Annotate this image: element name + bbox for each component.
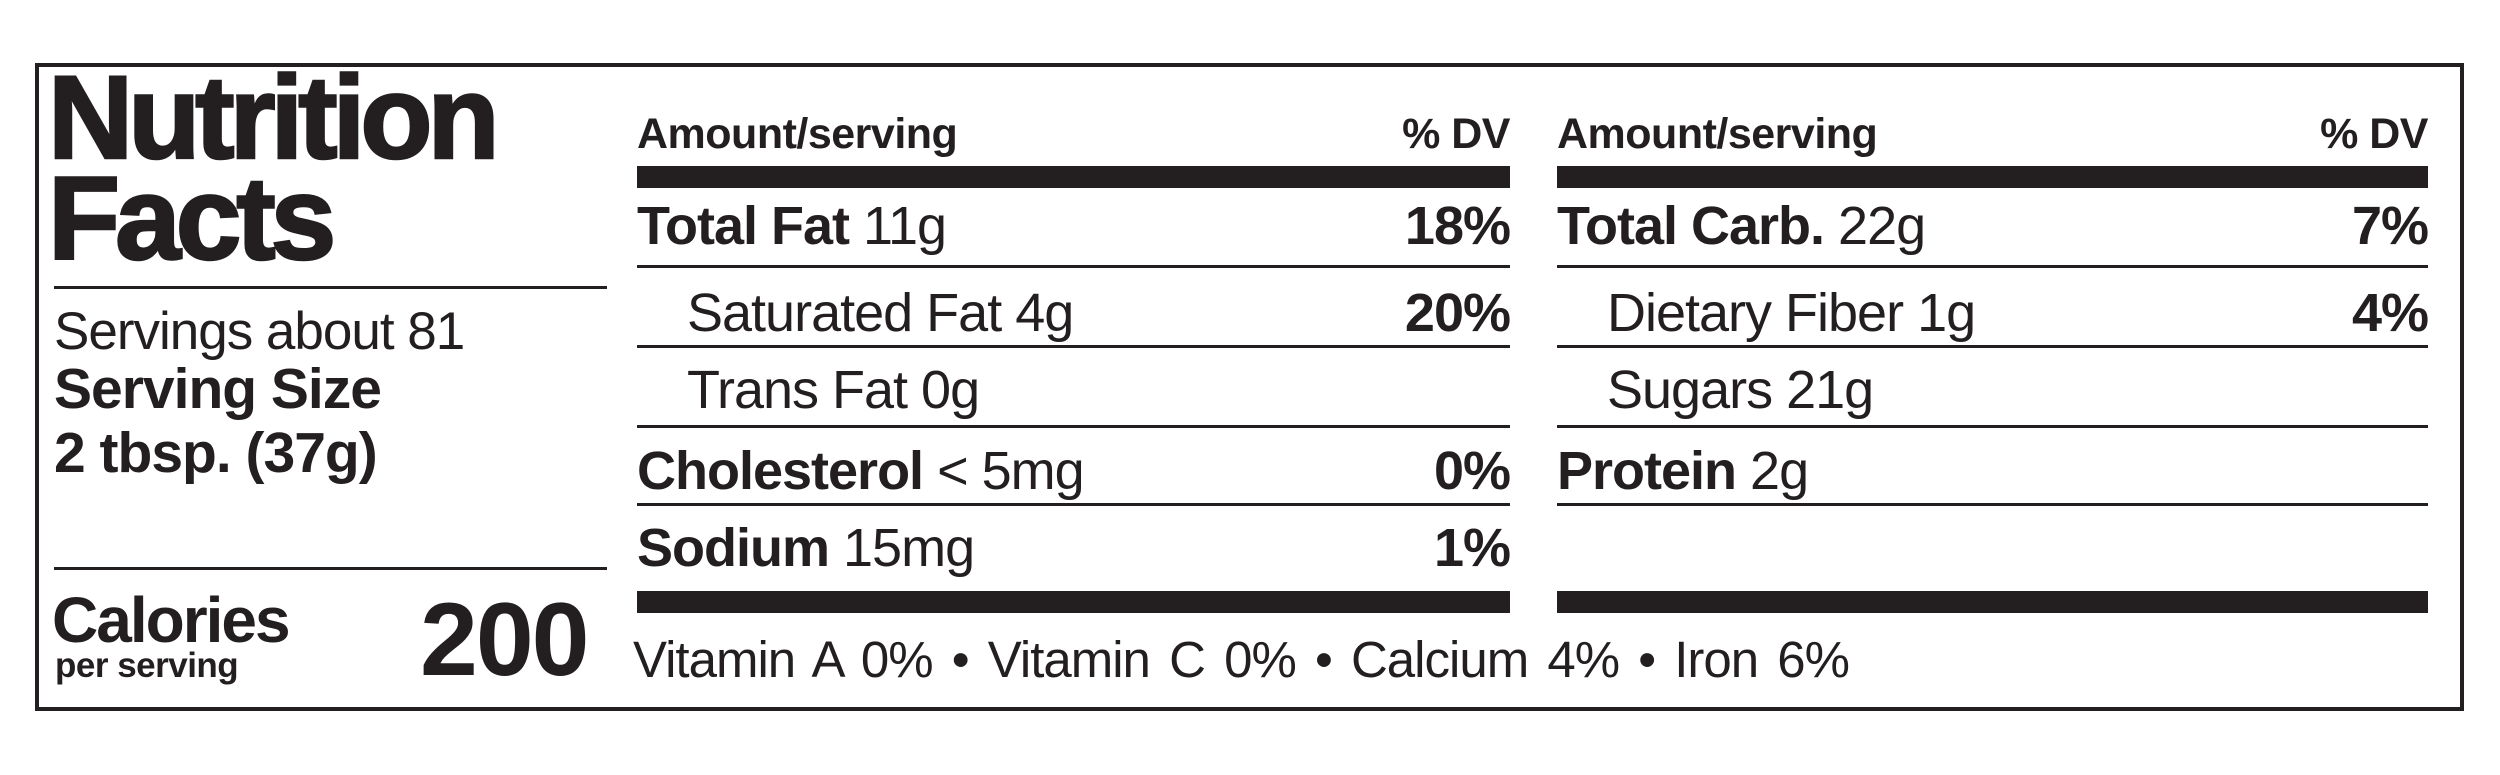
nutrient-amount: Trans Fat 0g (687, 360, 980, 420)
row-divider (637, 503, 1510, 506)
nutrient-name: Total Fat (637, 196, 850, 256)
nutrient-name: Total Carb. (1557, 196, 1825, 256)
nutrient-column-right: Amount/serving % DV Total Carb. 22g 7% D… (1557, 0, 2429, 775)
serving-size-label: Serving Size (54, 357, 382, 421)
row-dietary-fiber: Dietary Fiber 1g 4% (1557, 283, 2429, 343)
row-sugars: Sugars 21g (1557, 360, 2428, 420)
nutrient-amount: 2g (1750, 441, 1809, 501)
row-divider (1557, 425, 2428, 428)
row-divider (1557, 345, 2428, 348)
column-header: Amount/serving % DV (1557, 110, 2428, 159)
row-trans-fat: Trans Fat 0g (637, 360, 1510, 420)
nutrient-text: Saturated Fat 4g (687, 283, 1074, 343)
calories-sublabel: per serving (55, 646, 239, 685)
calories-value: 200 (420, 582, 590, 698)
nutrient-text: Protein 2g (1557, 441, 1809, 501)
label-title-line1: Nutrition (47, 52, 501, 184)
nutrient-amount: Dietary Fiber 1g (1607, 283, 1976, 343)
serving-size-value: 2 tbsp. (37g) (54, 421, 378, 485)
nutrient-dv: 4% (2351, 283, 2429, 343)
nutrient-dv: 18% (1404, 196, 1511, 256)
row-cholesterol: Cholesterol < 5mg 0% (637, 441, 1511, 501)
nutrient-text: Sodium 15mg (637, 518, 975, 578)
nutrient-column-left: Amount/serving % DV Total Fat 11g 18% Sa… (637, 0, 1511, 775)
label-title-line2: Facts (47, 153, 338, 285)
row-protein: Protein 2g (1557, 441, 2428, 501)
row-sodium: Sodium 15mg 1% (637, 518, 1511, 578)
servings-count: Servings about 81 (54, 302, 465, 361)
label-title: Nutrition Facts (47, 52, 501, 285)
nutrient-amount: < 5mg (937, 441, 1085, 501)
amount-serving-header: Amount/serving (1557, 110, 1878, 158)
column-top-bar (637, 166, 1510, 188)
nutrient-dv: 20% (1404, 283, 1511, 343)
row-total-carb: Total Carb. 22g 7% (1557, 196, 2429, 256)
nutrient-dv: 7% (2351, 196, 2429, 256)
nutrient-amount: 22g (1838, 196, 1926, 256)
column-bottom-bar (637, 591, 1510, 613)
nutrient-name: Cholesterol (637, 441, 924, 501)
nutrient-amount: 11g (863, 196, 947, 256)
nutrient-amount: Saturated Fat 4g (687, 283, 1074, 343)
row-divider (637, 425, 1510, 428)
nutrient-name: Sodium (637, 518, 830, 578)
vitamins-minerals-line: Vitamin A 0% • Vitamin C 0% • Calcium 4%… (633, 631, 1850, 688)
calories-label: Calories (52, 584, 291, 656)
nutrient-dv: 1% (1433, 518, 1511, 578)
row-divider (1557, 503, 2428, 506)
column-top-bar (1557, 166, 2428, 188)
nutrient-text: Sugars 21g (1607, 360, 1874, 420)
row-divider (637, 265, 1510, 268)
nutrient-amount: Sugars 21g (1607, 360, 1874, 420)
nutrient-name: Protein (1557, 441, 1737, 501)
row-divider (1557, 265, 2428, 268)
nutrient-text: Trans Fat 0g (687, 360, 980, 420)
nutrient-amount: 15mg (843, 518, 975, 578)
nutrient-text: Total Carb. 22g (1557, 196, 1926, 256)
calories-divider (54, 567, 607, 570)
percent-dv-header: % DV (2320, 110, 2428, 158)
row-saturated-fat: Saturated Fat 4g 20% (637, 283, 1511, 343)
nutrient-text: Dietary Fiber 1g (1607, 283, 1976, 343)
column-bottom-bar (1557, 591, 2428, 613)
nutrient-text: Total Fat 11g (637, 196, 947, 256)
row-divider (637, 345, 1510, 348)
amount-serving-header: Amount/serving (637, 110, 958, 158)
column-header: Amount/serving % DV (637, 110, 1510, 159)
nutrient-text: Cholesterol < 5mg (637, 441, 1085, 501)
percent-dv-header: % DV (1402, 110, 1510, 158)
nutrient-dv: 0% (1433, 441, 1511, 501)
title-divider (54, 286, 607, 289)
row-total-fat: Total Fat 11g 18% (637, 196, 1511, 256)
